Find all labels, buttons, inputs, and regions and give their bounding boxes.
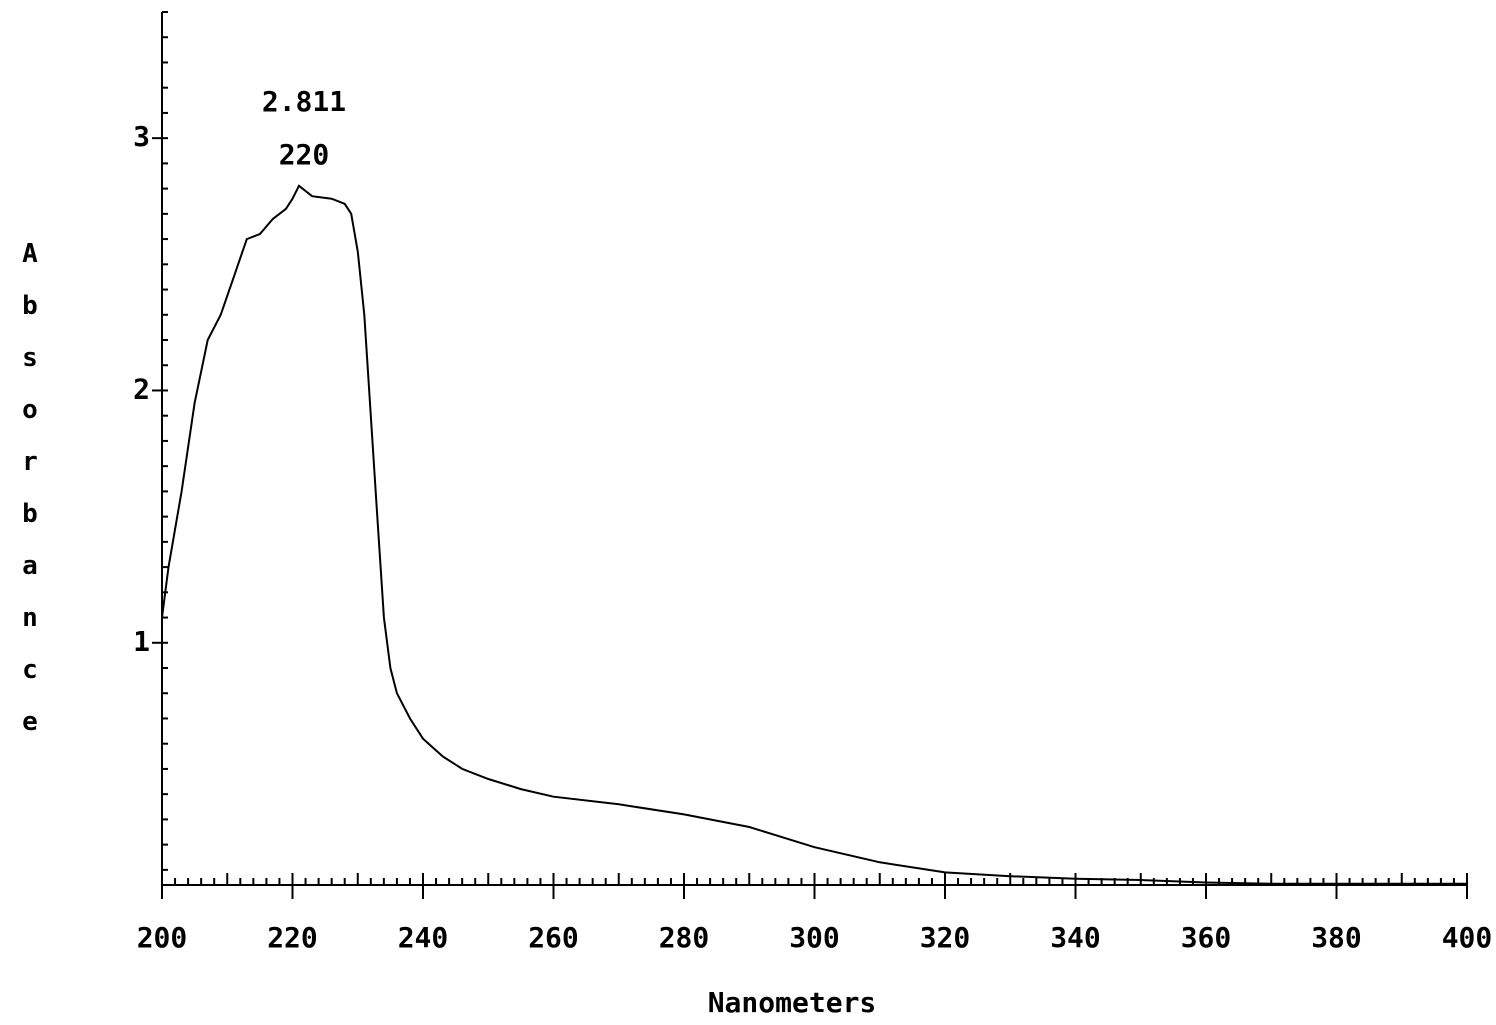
x-tick-label: 220 [267,921,318,954]
x-tick-label: 380 [1311,921,1362,954]
x-tick-label: 200 [137,921,188,954]
peak-value: 2.811 [262,85,346,118]
x-tick-label: 400 [1442,921,1493,954]
y-tick-label: 3 [133,120,150,153]
x-tick-label: 360 [1181,921,1232,954]
x-tick-label: 280 [659,921,710,954]
x-tick-label: 320 [920,921,971,954]
x-axis-label: Nanometers [708,986,877,1019]
y-tick-label: 1 [133,625,150,658]
x-tick-label: 240 [398,921,449,954]
x-tick-label: 300 [789,921,840,954]
y-tick-label: 2 [133,372,150,405]
x-tick-label: 340 [1050,921,1101,954]
y-axis-label: Absorbance [22,239,38,737]
x-tick-label: 260 [528,921,579,954]
peak-wavelength: 220 [279,138,330,171]
spectrum-line [161,184,1467,885]
